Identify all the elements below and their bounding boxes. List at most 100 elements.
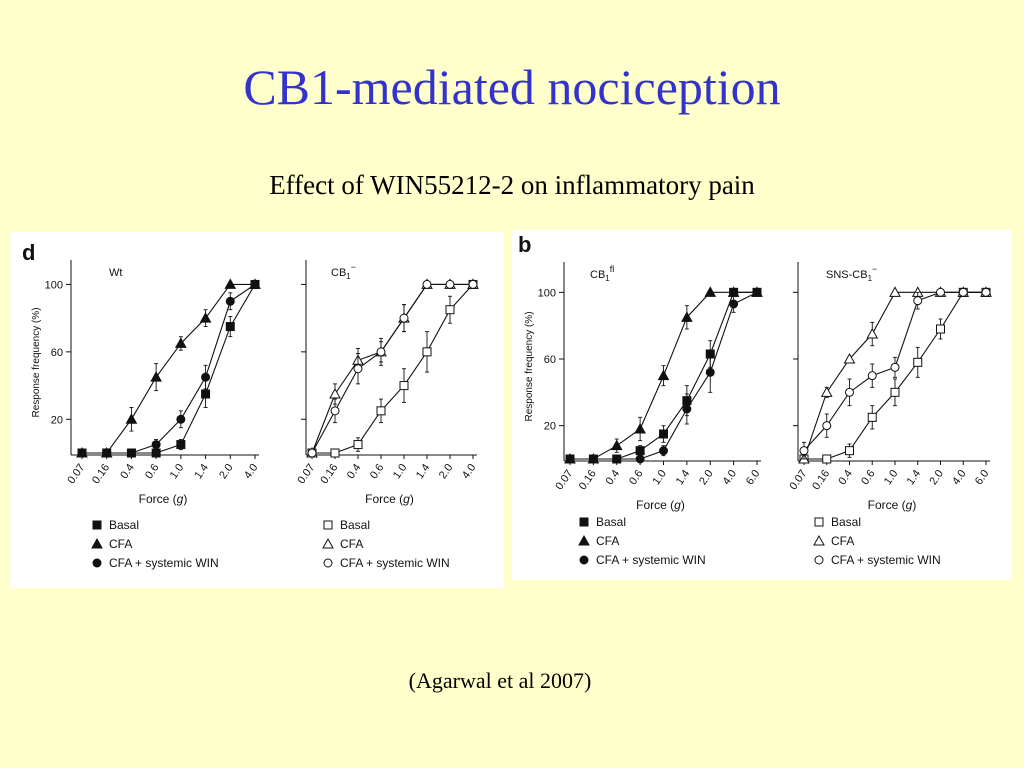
data-point bbox=[201, 389, 211, 399]
data-point bbox=[705, 367, 715, 377]
x-tick-label: 0.16 bbox=[810, 468, 832, 492]
x-axis-title: Force (g) bbox=[868, 498, 917, 512]
x-tick-label: 4.0 bbox=[460, 462, 479, 481]
y-axis-title: Response frequency (%) bbox=[524, 311, 535, 421]
data-point bbox=[225, 296, 235, 306]
data-point bbox=[681, 311, 693, 322]
legend-label: CFA bbox=[340, 537, 363, 551]
legend-label: CFA + systemic WIN bbox=[596, 553, 706, 567]
series-circle bbox=[77, 279, 260, 458]
y-tick-label: 60 bbox=[544, 354, 556, 366]
legend-label: Basal bbox=[596, 515, 626, 529]
x-tick-label: 1.0 bbox=[391, 462, 410, 481]
y-tick-label: 60 bbox=[51, 347, 63, 359]
data-point bbox=[845, 446, 854, 456]
x-tick-label: 1.0 bbox=[882, 468, 901, 487]
x-tick-label: 0.4 bbox=[345, 462, 364, 481]
legend-marker bbox=[813, 534, 825, 546]
series-square bbox=[77, 279, 260, 458]
x-axis-title: Force (g) bbox=[365, 492, 414, 506]
data-point bbox=[445, 279, 455, 289]
x-tick-label: 4.0 bbox=[242, 462, 261, 481]
data-point bbox=[175, 337, 187, 348]
data-point bbox=[102, 448, 112, 458]
chart-b-sns: 0.07 0.16 0.4 0.6 1.0 1.4 2.0 4.0 6.0 Force (g) SN… bbox=[787, 262, 992, 567]
data-point bbox=[151, 448, 161, 458]
x-tick-label: 6.0 bbox=[744, 468, 763, 487]
x-tick-label: 0.6 bbox=[627, 468, 646, 487]
data-point bbox=[353, 364, 363, 374]
chart-title: SNS-CB1− bbox=[826, 264, 877, 283]
data-point bbox=[635, 446, 645, 456]
data-point bbox=[150, 371, 162, 382]
data-point bbox=[913, 357, 923, 367]
y-tick-label: 20 bbox=[51, 414, 63, 426]
x-axis-title: Force (g) bbox=[139, 492, 188, 506]
x-tick-label: 1.4 bbox=[674, 468, 693, 487]
chart-title: CB1fl bbox=[590, 264, 614, 283]
data-point bbox=[822, 454, 832, 464]
legend-label: Basal bbox=[109, 518, 139, 532]
data-point bbox=[822, 421, 832, 431]
x-tick-label: 2.0 bbox=[437, 462, 456, 481]
data-point bbox=[376, 347, 386, 357]
chart-d-wt: 20 60 100 0.07 0.16 0.4 0.6 1.0 1.4 2.0 4.0 Force (… bbox=[31, 260, 261, 570]
legend-label: CFA bbox=[596, 534, 619, 548]
data-point bbox=[752, 287, 762, 297]
series-line bbox=[82, 283, 255, 454]
x-tick-label: 0.6 bbox=[143, 462, 162, 481]
data-point bbox=[77, 448, 87, 458]
data-point bbox=[843, 352, 856, 364]
data-point bbox=[610, 439, 623, 451]
legend-label: CFA + systemic WIN bbox=[831, 553, 941, 567]
chart-title: CB1− bbox=[331, 262, 356, 281]
legend-marker bbox=[814, 555, 824, 565]
legend-marker bbox=[92, 520, 102, 530]
slide-title: CB1-mediated nociception bbox=[243, 59, 781, 115]
data-point bbox=[224, 278, 237, 289]
citation: (Agarwal et al 2007) bbox=[408, 668, 592, 693]
data-point bbox=[682, 404, 692, 414]
x-tick-label: 4.0 bbox=[950, 468, 969, 487]
data-point bbox=[867, 371, 877, 381]
legend-marker bbox=[91, 537, 103, 549]
data-point bbox=[330, 448, 340, 458]
data-point bbox=[659, 429, 668, 439]
chart-d-cb1: 0.07 0.16 0.4 0.6 1.0 1.4 2.0 4.0 Force (g) CB1− B… bbox=[295, 260, 479, 570]
x-tick-label: 2.0 bbox=[217, 462, 236, 481]
chart-b-cb1fl: 20 60 100 0.07 0.16 0.4 0.6 1.0 1.4 2.0 4.0 6.0 Forc… bbox=[524, 262, 763, 567]
data-point bbox=[820, 386, 833, 397]
y-tick-label: 100 bbox=[538, 287, 556, 299]
data-point bbox=[353, 440, 363, 450]
series-circle bbox=[799, 287, 991, 460]
x-tick-label: 2.0 bbox=[697, 468, 716, 487]
chart-title: Wt bbox=[109, 267, 122, 279]
x-tick-label: 1.4 bbox=[414, 462, 433, 481]
x-axis-title: Force (g) bbox=[636, 498, 685, 512]
data-point bbox=[588, 454, 598, 464]
data-point bbox=[399, 313, 409, 323]
x-tick-label: 1.4 bbox=[905, 468, 924, 487]
x-tick-label: 0.16 bbox=[577, 468, 599, 492]
legend-marker bbox=[323, 520, 333, 530]
data-point bbox=[329, 387, 341, 399]
x-tick-label: 0.07 bbox=[295, 462, 317, 486]
data-point bbox=[445, 305, 455, 315]
x-tick-label: 0.16 bbox=[318, 462, 340, 486]
data-point bbox=[201, 372, 211, 382]
data-point bbox=[729, 299, 739, 309]
data-point bbox=[890, 362, 900, 372]
data-point bbox=[634, 422, 646, 434]
x-tick-label: 0.4 bbox=[836, 468, 855, 487]
series-square bbox=[307, 279, 478, 458]
data-point bbox=[225, 322, 235, 332]
legend-marker bbox=[579, 517, 589, 527]
data-point bbox=[799, 446, 809, 456]
data-point bbox=[845, 387, 854, 397]
legend-label: CFA + systemic WIN bbox=[109, 556, 219, 570]
figure-panel-d: d 20 60 100 0.07 0.16 0.4 0.6 1.0 1.4 2.0 4.0 Force … bbox=[10, 232, 504, 588]
x-tick-label: 1.4 bbox=[192, 462, 211, 481]
data-point bbox=[176, 440, 186, 450]
